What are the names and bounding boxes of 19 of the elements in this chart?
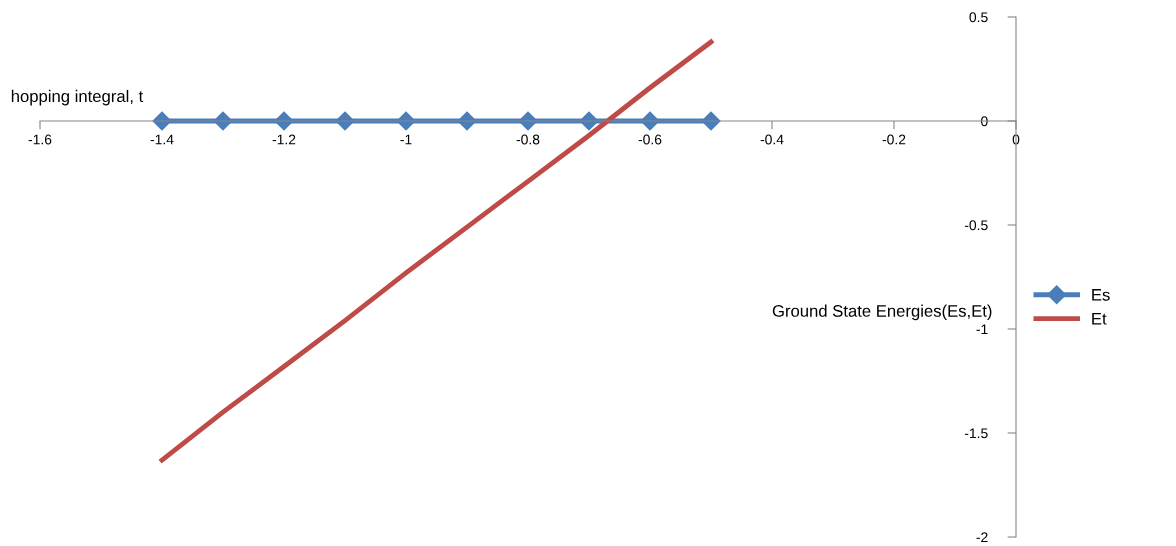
x-tick-label: -1.2 (272, 134, 296, 145)
y-axis-title: Ground State Energies(Es,Et) (772, 304, 992, 321)
y-tick-label: 0.5 (969, 12, 988, 23)
y-tick-label: -0.5 (964, 220, 988, 231)
x-tick-label: -0.4 (760, 134, 784, 145)
y-tick-label: -2 (976, 532, 988, 543)
x-tick-label: -1.4 (150, 134, 174, 145)
legend-label: Es (1092, 289, 1110, 301)
x-tick-label: -0.8 (516, 134, 540, 145)
legend-label: Et (1092, 312, 1107, 325)
x-tick-label: -1 (400, 134, 412, 145)
x-tick-label: -0.6 (638, 134, 662, 145)
y-tick-label: -1.5 (964, 428, 988, 439)
x-axis-title: hopping integral, t (11, 89, 144, 106)
x-tick-label: -1.6 (28, 134, 52, 145)
y-tick-label: 0 (981, 116, 988, 127)
x-tick-label: -0.2 (882, 134, 906, 145)
y-tick-label: -1 (976, 324, 988, 335)
x-tick-label: 0 (1012, 134, 1020, 145)
